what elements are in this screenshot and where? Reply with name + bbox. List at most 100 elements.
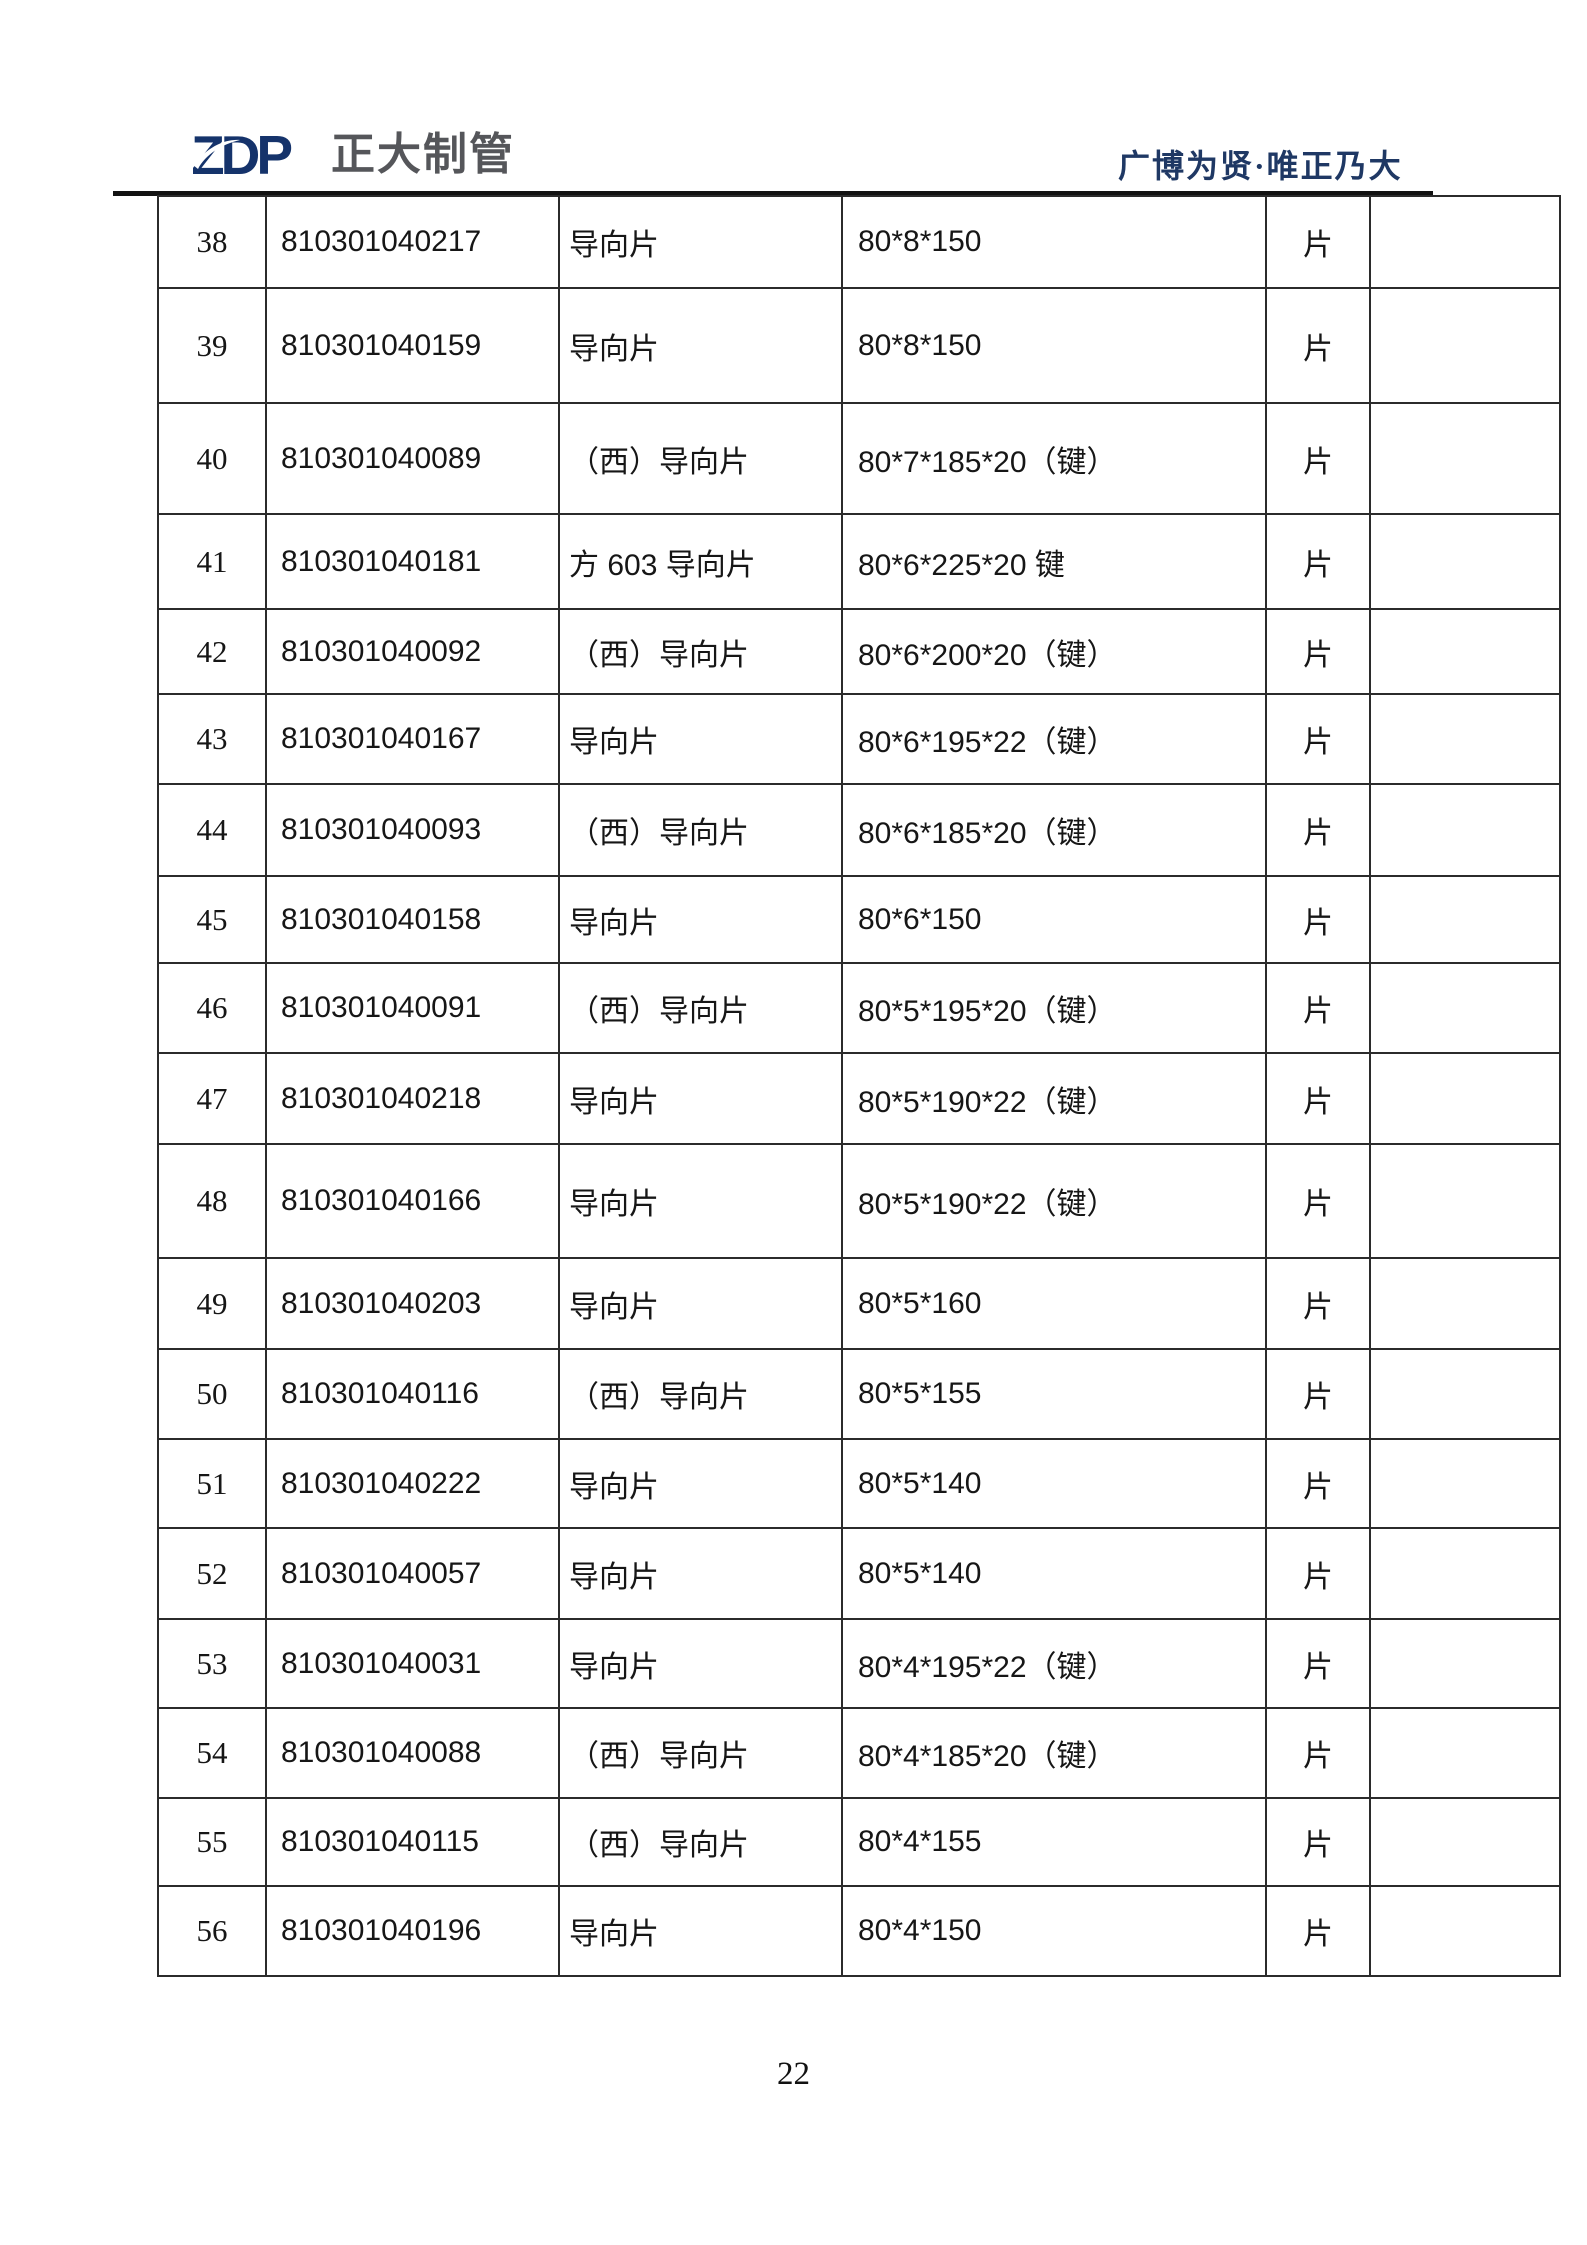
- zdp-logo-icon: ZDP: [191, 124, 315, 186]
- part-code-cell: 810301040159: [267, 289, 560, 402]
- note-cell: [1371, 877, 1559, 962]
- note-cell: [1371, 197, 1559, 287]
- note-cell: [1371, 1145, 1559, 1257]
- part-code-cell: 810301040089: [267, 404, 560, 513]
- part-name-cell: 导向片: [560, 289, 843, 402]
- row-number-cell: 41: [159, 515, 267, 608]
- row-number-cell: 54: [159, 1709, 267, 1797]
- spec-cell: 80*4*195*22（键）: [843, 1620, 1267, 1707]
- part-code-cell: 810301040031: [267, 1620, 560, 1707]
- unit-cell: 片: [1267, 785, 1371, 875]
- unit-cell: 片: [1267, 1145, 1371, 1257]
- table-row: 55 810301040115 （西）导向片 80*4*155 片: [159, 1799, 1559, 1887]
- part-code-cell: 810301040222: [267, 1440, 560, 1527]
- table-row: 40 810301040089 （西）导向片 80*7*185*20（键）片: [159, 404, 1559, 515]
- row-number-cell: 46: [159, 964, 267, 1052]
- unit-cell: 片: [1267, 1709, 1371, 1797]
- note-cell: [1371, 404, 1559, 513]
- table-row: 47 810301040218 导向片 80*5*190*22（键）片: [159, 1054, 1559, 1145]
- part-name-cell: 导向片: [560, 1259, 843, 1348]
- part-code-cell: 810301040115: [267, 1799, 560, 1885]
- unit-cell: 片: [1267, 515, 1371, 608]
- row-number-cell: 47: [159, 1054, 267, 1143]
- table-row: 41 810301040181 方 603 导向片 80*6*225*20 键片: [159, 515, 1559, 610]
- unit-cell: 片: [1267, 1350, 1371, 1438]
- spec-cell: 80*6*185*20（键）: [843, 785, 1267, 875]
- spec-cell: 80*5*155: [843, 1350, 1267, 1438]
- part-code-cell: 810301040092: [267, 610, 560, 693]
- part-name-cell: （西）导向片: [560, 1709, 843, 1797]
- spec-cell: 80*8*150: [843, 197, 1267, 287]
- part-code-cell: 810301040091: [267, 964, 560, 1052]
- row-number-cell: 39: [159, 289, 267, 402]
- parts-table: 38 810301040217 导向片 80*8*150 片 39 810301040159…: [157, 195, 1561, 1977]
- spec-cell: 80*4*185*20（键）: [843, 1709, 1267, 1797]
- spec-cell: 80*5*140: [843, 1529, 1267, 1618]
- part-name-cell: 导向片: [560, 1529, 843, 1618]
- row-number-cell: 51: [159, 1440, 267, 1527]
- part-name-cell: 方 603 导向片: [560, 515, 843, 608]
- table-row: 39 810301040159 导向片 80*8*150 片: [159, 289, 1559, 404]
- unit-cell: 片: [1267, 877, 1371, 962]
- part-code-cell: 810301040181: [267, 515, 560, 608]
- note-cell: [1371, 1799, 1559, 1885]
- company-name: 正大制管: [331, 130, 515, 179]
- spec-cell: 80*5*140: [843, 1440, 1267, 1527]
- spec-cell: 80*7*185*20（键）: [843, 404, 1267, 513]
- row-number-cell: 50: [159, 1350, 267, 1438]
- spec-cell: 80*5*195*20（键）: [843, 964, 1267, 1052]
- part-code-cell: 810301040196: [267, 1887, 560, 1975]
- unit-cell: 片: [1267, 289, 1371, 402]
- spec-cell: 80*5*190*22（键）: [843, 1145, 1267, 1257]
- part-code-cell: 810301040217: [267, 197, 560, 287]
- table-row: 43 810301040167 导向片 80*6*195*22（键）片: [159, 695, 1559, 785]
- table-row: 49 810301040203 导向片 80*5*160 片: [159, 1259, 1559, 1350]
- part-code-cell: 810301040057: [267, 1529, 560, 1618]
- unit-cell: 片: [1267, 1620, 1371, 1707]
- row-number-cell: 44: [159, 785, 267, 875]
- unit-cell: 片: [1267, 197, 1371, 287]
- company-logo: ZDP 正大制管: [191, 124, 515, 186]
- unit-cell: 片: [1267, 610, 1371, 693]
- table-row: 56 810301040196 导向片 80*4*150 片: [159, 1887, 1559, 1977]
- spec-cell: 80*6*200*20（键）: [843, 610, 1267, 693]
- part-code-cell: 810301040203: [267, 1259, 560, 1348]
- row-number-cell: 43: [159, 695, 267, 783]
- company-slogan: 广博为贤·唯正乃大: [1118, 148, 1403, 184]
- unit-cell: 片: [1267, 1440, 1371, 1527]
- table-row: 51 810301040222 导向片 80*5*140 片: [159, 1440, 1559, 1529]
- part-name-cell: 导向片: [560, 1440, 843, 1527]
- table-row: 52 810301040057 导向片 80*5*140 片: [159, 1529, 1559, 1620]
- part-name-cell: （西）导向片: [560, 1799, 843, 1885]
- unit-cell: 片: [1267, 1054, 1371, 1143]
- note-cell: [1371, 289, 1559, 402]
- row-number-cell: 49: [159, 1259, 267, 1348]
- part-name-cell: 导向片: [560, 877, 843, 962]
- spec-cell: 80*5*190*22（键）: [843, 1054, 1267, 1143]
- note-cell: [1371, 964, 1559, 1052]
- part-name-cell: （西）导向片: [560, 1350, 843, 1438]
- part-code-cell: 810301040218: [267, 1054, 560, 1143]
- part-name-cell: 导向片: [560, 197, 843, 287]
- unit-cell: 片: [1267, 1529, 1371, 1618]
- row-number-cell: 45: [159, 877, 267, 962]
- note-cell: [1371, 1350, 1559, 1438]
- note-cell: [1371, 1054, 1559, 1143]
- note-cell: [1371, 610, 1559, 693]
- part-name-cell: （西）导向片: [560, 785, 843, 875]
- part-code-cell: 810301040093: [267, 785, 560, 875]
- table-row: 45 810301040158 导向片 80*6*150 片: [159, 877, 1559, 964]
- spec-cell: 80*8*150: [843, 289, 1267, 402]
- part-name-cell: 导向片: [560, 695, 843, 783]
- spec-cell: 80*6*225*20 键: [843, 515, 1267, 608]
- logo-swoosh: [193, 139, 240, 169]
- unit-cell: 片: [1267, 404, 1371, 513]
- spec-cell: 80*6*195*22（键）: [843, 695, 1267, 783]
- row-number-cell: 48: [159, 1145, 267, 1257]
- unit-cell: 片: [1267, 1259, 1371, 1348]
- zdp-logo-graphic: ZDP: [191, 124, 295, 186]
- unit-cell: 片: [1267, 1887, 1371, 1975]
- part-name-cell: 导向片: [560, 1054, 843, 1143]
- note-cell: [1371, 695, 1559, 783]
- spec-cell: 80*5*160: [843, 1259, 1267, 1348]
